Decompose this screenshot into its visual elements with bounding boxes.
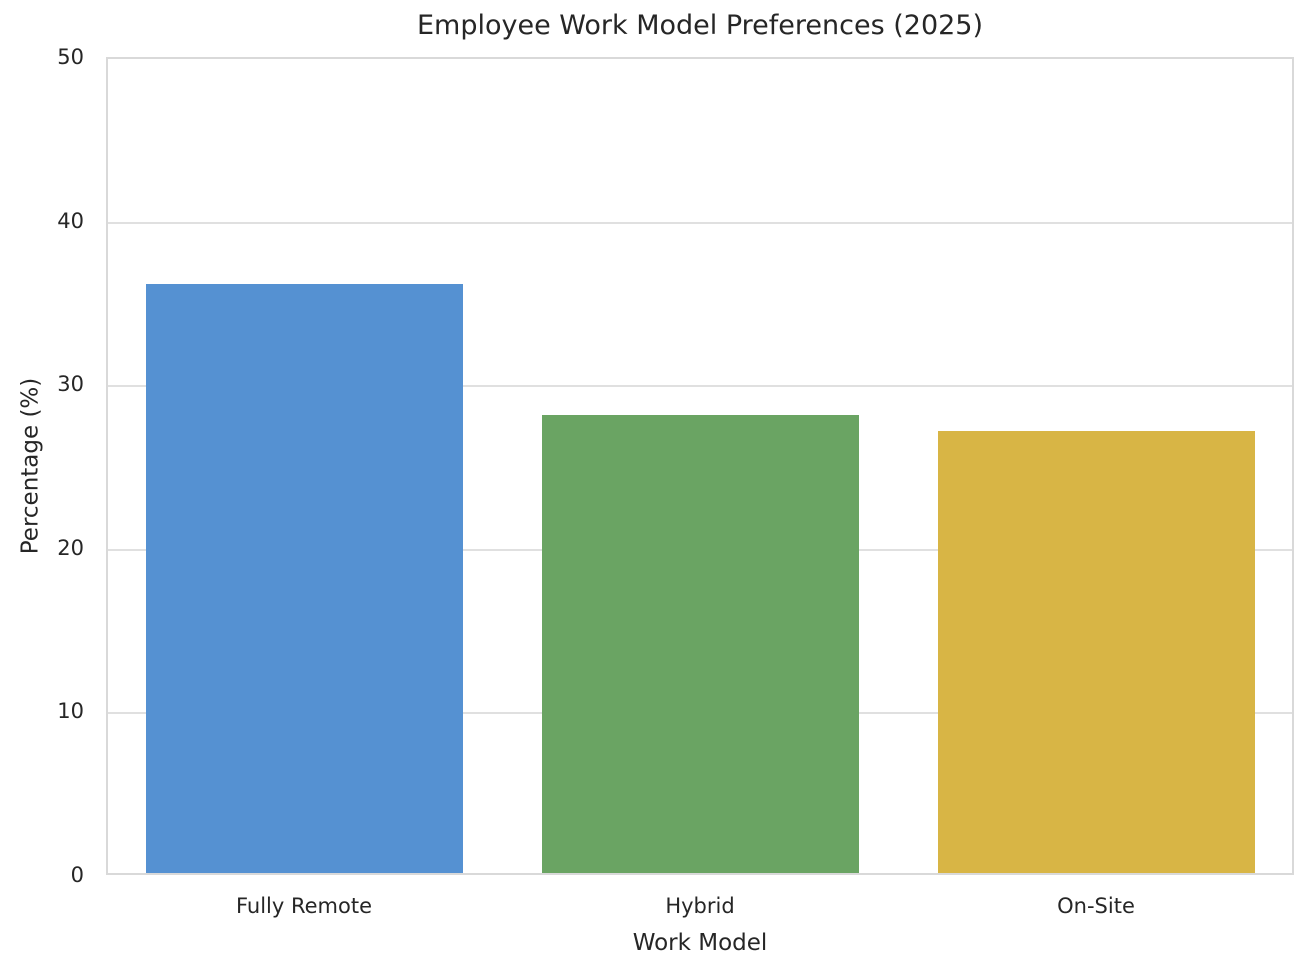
- bar-fully-remote: [146, 284, 463, 873]
- chart-title: Employee Work Model Preferences (2025): [416, 10, 984, 41]
- bar-hybrid: [542, 415, 859, 873]
- y-tick-label-20: 20: [57, 536, 84, 560]
- x-tick-label-on-site: On-Site: [1057, 894, 1135, 918]
- y-tick-label-10: 10: [57, 699, 84, 723]
- plot-area: [106, 57, 1294, 875]
- x-tick-label-hybrid: Hybrid: [665, 894, 735, 918]
- gridline-y-30: [108, 385, 1292, 387]
- bar-on-site: [938, 431, 1255, 873]
- y-axis-label: Percentage (%): [17, 377, 44, 555]
- x-tick-label-fully-remote: Fully Remote: [235, 894, 373, 918]
- y-tick-label-30: 30: [57, 372, 84, 396]
- x-axis-label: Work Model: [632, 930, 768, 956]
- y-tick-label-0: 0: [70, 863, 84, 887]
- y-tick-label-40: 40: [57, 209, 84, 233]
- gridline-y-40: [108, 222, 1292, 224]
- y-tick-label-50: 50: [57, 45, 84, 69]
